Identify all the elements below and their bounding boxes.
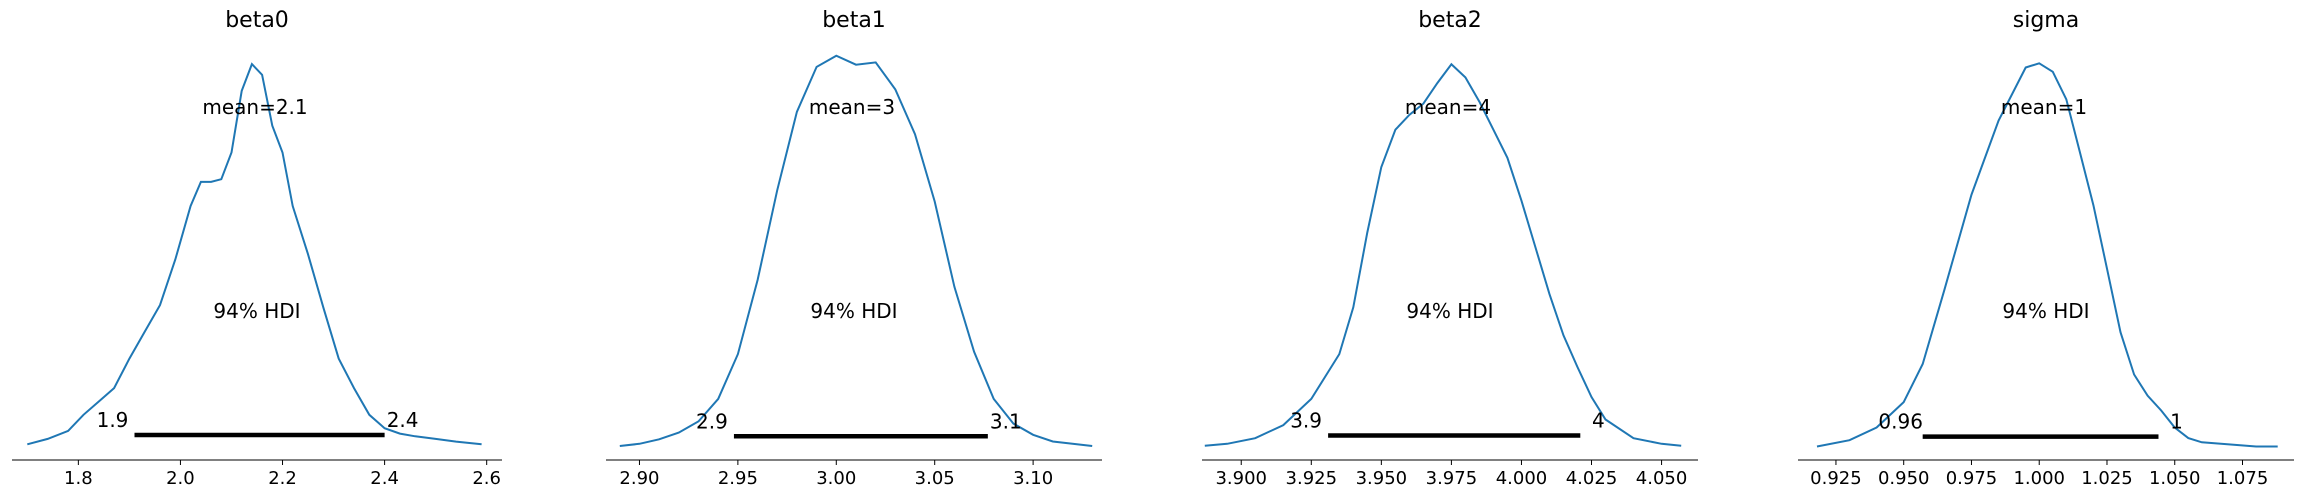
x-tick-label: 0.925 xyxy=(1810,468,1862,489)
hdi-low-label: 3.9 xyxy=(1290,409,1322,433)
panel-title: beta1 xyxy=(822,8,886,33)
x-tick-label: 4.050 xyxy=(1636,468,1688,489)
x-tick-label: 2.90 xyxy=(619,468,659,489)
hdi-high-label: 1 xyxy=(2170,410,2183,434)
x-tick-label: 2.2 xyxy=(268,468,297,489)
x-tick-label: 3.10 xyxy=(1013,468,1053,489)
density-line xyxy=(1204,62,1682,447)
x-tick-label: 1.050 xyxy=(2149,468,2201,489)
hdi-label: 94% HDI xyxy=(213,299,300,323)
hdi-label: 94% HDI xyxy=(1406,299,1493,323)
mean-label: mean=4 xyxy=(1405,95,1491,119)
hdi-label: 94% HDI xyxy=(810,299,897,323)
density-line xyxy=(27,62,482,446)
x-tick-label: 4.025 xyxy=(1566,468,1618,489)
x-tick-label: 3.900 xyxy=(1215,468,1267,489)
x-tick-label: 2.4 xyxy=(370,468,399,489)
x-tick-label: 0.975 xyxy=(1946,468,1998,489)
x-tick-label: 1.075 xyxy=(2217,468,2269,489)
panel-title: beta2 xyxy=(1418,8,1482,33)
x-tick-label: 3.925 xyxy=(1286,468,1338,489)
x-tick-label: 3.950 xyxy=(1356,468,1408,489)
hdi-low-label: 1.9 xyxy=(97,408,129,432)
hdi-low-label: 0.96 xyxy=(1878,410,1923,434)
panel-sigma: sigma 0.96 1 mean=1 94% HDI 0.925 0.950 0.975 1.… xyxy=(1798,8,2294,489)
hdi-high-label: 4 xyxy=(1592,409,1605,433)
panel-beta2: beta2 3.9 4 mean=4 94% HDI 3.900 3.925 3.950 3.9… xyxy=(1202,8,1698,489)
hdi-high-label: 2.4 xyxy=(387,408,419,432)
panel-beta0: beta0 1.9 2.4 mean=2.1 94% HDI 1.8 2.0 2.2 2.4 2.… xyxy=(12,8,502,489)
density-line xyxy=(619,54,1093,447)
x-tick-label: 2.95 xyxy=(718,468,758,489)
mean-label: mean=1 xyxy=(2001,95,2087,119)
mean-label: mean=3 xyxy=(809,95,895,119)
x-tick-label: 3.00 xyxy=(816,468,856,489)
panel-title: beta0 xyxy=(225,8,289,33)
hdi-label: 94% HDI xyxy=(2002,299,2089,323)
x-tick-label: 2.6 xyxy=(472,468,501,489)
x-tick-label: 2.0 xyxy=(166,468,195,489)
panel-title: sigma xyxy=(2013,8,2079,33)
panel-beta1: beta1 2.9 3.1 mean=3 94% HDI 2.90 2.95 3.00 3.05… xyxy=(606,8,1102,489)
x-tick-label: 1.025 xyxy=(2081,468,2133,489)
x-tick-label: 3.975 xyxy=(1426,468,1478,489)
x-tick-label: 0.950 xyxy=(1878,468,1930,489)
x-tick-label: 1.8 xyxy=(64,468,93,489)
hdi-high-label: 3.1 xyxy=(990,409,1022,433)
x-tick-label: 3.05 xyxy=(915,468,955,489)
x-tick-label: 4.000 xyxy=(1496,468,1548,489)
hdi-low-label: 2.9 xyxy=(696,409,728,433)
density-line xyxy=(1816,62,2278,448)
mean-label: mean=2.1 xyxy=(202,95,307,119)
x-tick-label: 1.000 xyxy=(2013,468,2065,489)
